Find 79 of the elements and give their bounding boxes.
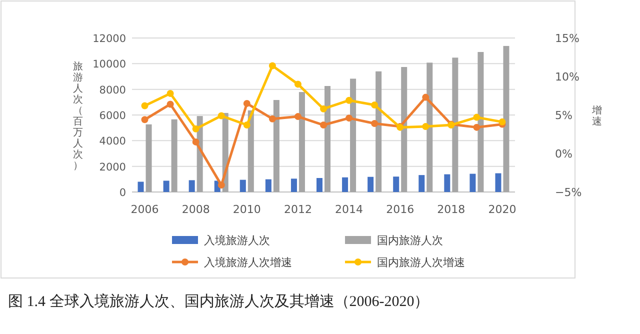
y-tick-label: 2000 <box>99 161 126 174</box>
point <box>166 90 174 97</box>
point <box>166 100 174 108</box>
y-tick-label: 8000 <box>99 84 126 96</box>
point <box>422 94 430 101</box>
bar <box>376 71 382 192</box>
x-tick-label: 2020 <box>488 203 516 216</box>
bar <box>316 178 322 192</box>
x-tick-label: 2006 <box>130 203 159 216</box>
point <box>141 102 148 110</box>
y2-tick-label: 10% <box>555 70 580 84</box>
bar <box>171 119 178 192</box>
bar <box>368 176 374 192</box>
point <box>320 122 327 129</box>
bar <box>298 92 305 192</box>
point <box>294 80 302 88</box>
point <box>346 114 353 122</box>
bar <box>495 173 502 192</box>
bar <box>503 46 510 192</box>
y2-axis-title: 增速 <box>591 104 602 128</box>
point <box>192 125 200 132</box>
x-tick-label: 2016 <box>386 203 414 216</box>
x-tick-label: 2008 <box>182 203 210 216</box>
bar <box>350 78 356 192</box>
point <box>473 114 480 121</box>
bar <box>273 100 280 192</box>
y-tick-label: 4000 <box>99 136 126 148</box>
y-tick-label: 12000 <box>92 33 126 45</box>
bar <box>452 58 458 192</box>
text: 旅游人次（百万人次） <box>73 62 83 172</box>
point <box>218 112 225 120</box>
x-tick-label: 2018 <box>437 203 466 216</box>
y-tick-label: 10000 <box>92 58 126 71</box>
bar <box>478 52 484 192</box>
point <box>294 113 302 120</box>
point <box>192 138 200 146</box>
bar <box>342 177 348 192</box>
point <box>371 101 378 108</box>
point <box>243 122 250 129</box>
point <box>268 115 276 122</box>
legend-label: 入境旅游人次 <box>204 234 270 247</box>
legend-label: 国内旅游人次增速 <box>377 256 465 269</box>
bar <box>470 174 476 192</box>
point <box>422 123 430 130</box>
caption: 图 1.4 全球入境旅游人次、国内旅游人次及其增速（2006-2020） <box>8 293 430 310</box>
point <box>498 118 506 126</box>
point <box>371 120 378 127</box>
bar <box>146 124 152 192</box>
point <box>218 182 225 189</box>
bar <box>163 180 170 192</box>
bar <box>240 180 246 192</box>
bar <box>401 67 408 192</box>
x-tick-label: 2014 <box>335 203 364 216</box>
y2-tick-label: −5% <box>555 186 582 199</box>
y2-tick-label: 5% <box>555 109 572 122</box>
point <box>473 124 480 131</box>
bar <box>444 174 450 192</box>
bar <box>138 182 144 192</box>
bar <box>393 176 400 192</box>
point <box>141 116 148 124</box>
y2-tick-label: 15% <box>555 32 580 45</box>
bar <box>418 175 425 192</box>
y2-tick-label: 0% <box>555 148 572 160</box>
y-tick-label: 0 <box>119 187 126 199</box>
point <box>320 105 327 112</box>
legend-label: 国内旅游人次 <box>377 234 443 247</box>
legend-label: 入境旅游人次增速 <box>204 256 292 269</box>
bar <box>188 180 195 192</box>
bar <box>290 178 297 192</box>
bar <box>426 62 433 192</box>
x-tick-label: 2012 <box>284 203 312 216</box>
point <box>243 100 250 107</box>
point <box>346 96 353 104</box>
point <box>268 62 276 70</box>
x-tick-label: 2010 <box>232 203 261 216</box>
bar <box>265 179 272 192</box>
bar <box>248 110 254 192</box>
y-tick-label: 6000 <box>99 110 126 122</box>
bar <box>324 86 330 192</box>
